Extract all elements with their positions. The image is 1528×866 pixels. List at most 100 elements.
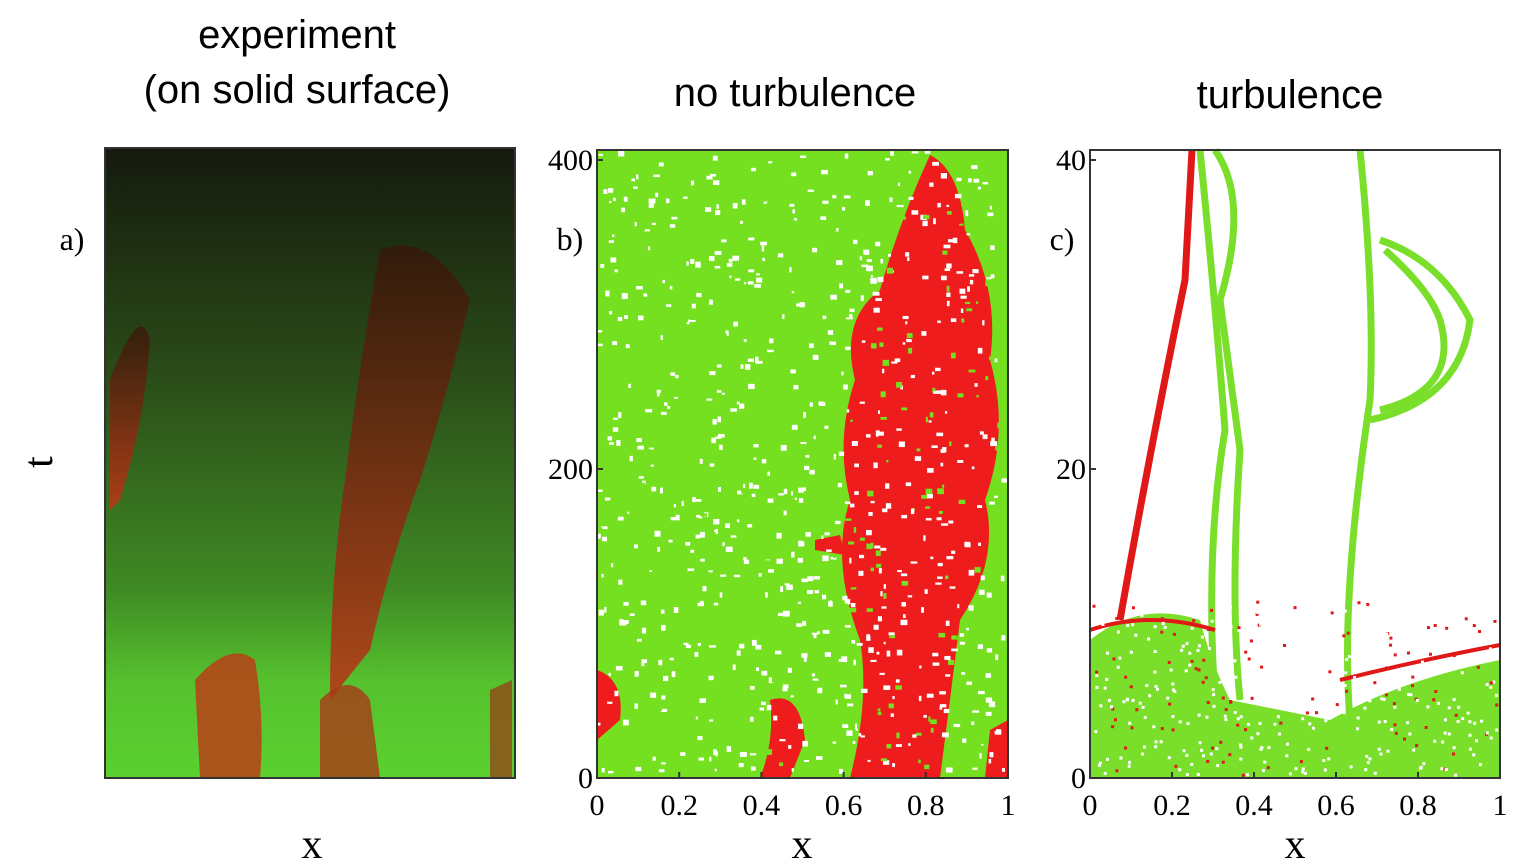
texture-speck: [1258, 662, 1262, 666]
texture-speck: [765, 749, 773, 755]
texture-speck: [721, 239, 727, 243]
texture-speck: [957, 604, 960, 609]
texture-speck: [748, 237, 755, 241]
texture-speck: [1273, 698, 1277, 702]
texture-speck: [1178, 720, 1182, 724]
texture-speck: [777, 253, 784, 258]
texture-speck: [1308, 722, 1312, 726]
texture-speck: [1105, 651, 1109, 655]
texture-speck: [977, 186, 982, 190]
texture-speck: [776, 532, 782, 539]
texture-speck: [608, 520, 613, 524]
texture-speck: [760, 241, 767, 246]
texture-speck: [651, 486, 657, 492]
texture-speck: [1373, 681, 1377, 685]
texture-speck: [1376, 660, 1380, 664]
texture-speck: [766, 704, 772, 711]
panel-title: experiment: [198, 13, 396, 57]
texture-speck: [608, 672, 612, 676]
texture-speck: [908, 196, 914, 200]
texture-speck: [1129, 685, 1133, 689]
texture-speck: [658, 769, 665, 773]
texture-speck: [1313, 641, 1317, 645]
texture-speck: [1140, 614, 1144, 618]
texture-speck: [907, 257, 910, 262]
texture-speck: [614, 690, 619, 697]
texture-speck: [1315, 711, 1319, 715]
texture-speck: [839, 283, 844, 289]
texture-speck: [835, 227, 839, 232]
texture-speck: [714, 251, 722, 255]
texture-speck: [851, 441, 858, 446]
texture-speck: [946, 556, 954, 560]
texture-speck: [978, 589, 985, 595]
texture-speck: [1468, 720, 1472, 724]
texture-speck: [1436, 613, 1440, 617]
texture-speck: [670, 372, 675, 376]
texture-speck: [848, 643, 855, 647]
texture-speck: [937, 576, 943, 580]
texture-speck: [614, 513, 618, 518]
texture-speck: [743, 559, 749, 565]
texture-speck: [837, 504, 842, 510]
texture-speck: [971, 165, 978, 170]
texture-speck: [1301, 770, 1305, 774]
texture-speck: [1255, 612, 1259, 616]
texture-speck: [1115, 616, 1119, 620]
texture-speck: [662, 279, 665, 284]
texture-speck: [930, 556, 934, 560]
texture-speck: [1266, 766, 1270, 770]
texture-speck: [1126, 624, 1130, 628]
texture-speck: [779, 762, 784, 767]
texture-speck: [605, 290, 610, 297]
texture-speck: [759, 395, 764, 398]
texture-speck: [638, 315, 644, 321]
texture-speck: [986, 166, 992, 170]
texture-speck: [977, 347, 983, 354]
texture-speck: [849, 314, 853, 318]
texture-speck: [1406, 721, 1410, 725]
texture-speck: [1103, 686, 1107, 690]
texture-speck: [877, 431, 884, 436]
texture-speck: [889, 635, 896, 639]
texture-speck: [755, 661, 761, 665]
texture-speck: [736, 595, 741, 598]
texture-speck: [718, 486, 722, 492]
texture-speck: [935, 582, 942, 585]
texture-speck: [895, 679, 900, 683]
texture-speck: [962, 738, 967, 743]
texture-speck: [640, 312, 643, 317]
texture-speck: [636, 438, 642, 443]
texture-speck: [758, 573, 762, 577]
texture-speck: [767, 471, 771, 476]
texture-speck: [1190, 762, 1194, 766]
texture-speck: [966, 681, 973, 685]
texture-speck: [1347, 655, 1351, 659]
texture-speck: [731, 480, 737, 484]
texture-speck: [607, 766, 615, 771]
texture-speck: [866, 608, 873, 612]
texture-speck: [851, 639, 856, 645]
texture-speck: [885, 503, 892, 509]
texture-speck: [769, 338, 774, 344]
texture-speck: [1385, 666, 1389, 670]
texture-speck: [853, 527, 857, 533]
texture-speck: [1190, 659, 1194, 663]
texture-speck: [776, 558, 783, 564]
texture-speck: [833, 571, 838, 576]
texture-speck: [859, 256, 863, 261]
texture-speck: [1167, 756, 1171, 760]
texture-speck: [1331, 679, 1335, 683]
texture-speck: [1001, 478, 1009, 483]
texture-speck: [657, 546, 661, 552]
texture-speck: [797, 723, 804, 730]
texture-speck: [1178, 768, 1182, 772]
texture-speck: [786, 584, 793, 590]
texture-speck: [725, 523, 730, 528]
texture-speck: [937, 320, 941, 324]
texture-speck: [988, 701, 996, 708]
texture-speck: [602, 536, 608, 542]
texture-speck: [660, 609, 665, 614]
texture-speck: [953, 723, 961, 728]
texture-speck: [744, 281, 747, 285]
